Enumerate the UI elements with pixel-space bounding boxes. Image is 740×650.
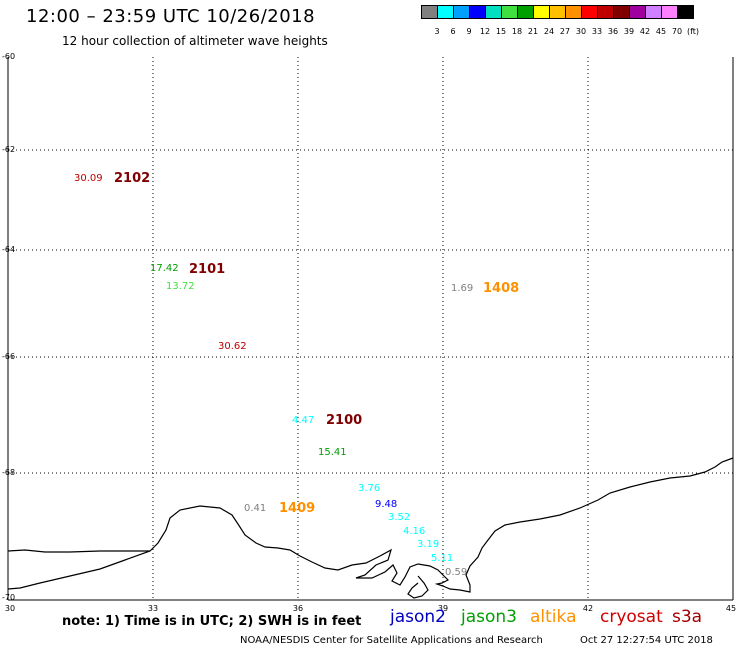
colorbar-label: 9	[466, 27, 472, 36]
colorbar-label: 3	[434, 27, 440, 36]
wave-height-observation: 4.16	[403, 526, 426, 537]
wave-height-observation: 30.62	[218, 341, 247, 352]
satellite-legend-jason3: jason3	[461, 607, 517, 627]
colorbar-label: 15	[495, 27, 507, 36]
map-subtitle: 12 hour collection of altimeter wave hei…	[62, 34, 328, 48]
wave-height-observation: 3.76	[358, 483, 381, 494]
wave-height-observation: 3.52	[388, 512, 411, 523]
antarctic-coastline	[7, 457, 734, 593]
footer-note: note: 1) Time is in UTC; 2) SWH is in fe…	[62, 614, 362, 629]
wave-height-observation: 13.72	[166, 281, 195, 292]
wave-height-observation: 5.11	[431, 553, 454, 564]
satellite-legend-cryosat: cryosat	[600, 607, 663, 627]
colorbar-label: (ft)	[686, 27, 700, 36]
wave-height-observation: 4.47	[292, 415, 315, 426]
lon-label: 45	[725, 604, 737, 613]
colorbar-label: 12	[479, 27, 491, 36]
map-frame	[7, 57, 734, 601]
lon-label: 33	[147, 604, 159, 613]
lon-label: 42	[582, 604, 594, 613]
colorbar-label: 6	[450, 27, 456, 36]
coastline-inlet	[407, 575, 429, 599]
colorbar-label: 36	[607, 27, 619, 36]
pass-time-label: 2100	[326, 413, 363, 428]
wave-height-observation: 0.41	[244, 503, 267, 514]
lon-label: 39	[437, 604, 449, 613]
graticule	[8, 57, 733, 600]
colorbar-label: 33	[591, 27, 603, 36]
colorbar-cell	[677, 5, 694, 19]
satellite-legend-altika: altika	[530, 607, 577, 627]
colorbar-label: 39	[623, 27, 635, 36]
pass-time-label: 1408	[483, 281, 520, 296]
lon-label: 36	[292, 604, 304, 613]
coastline-ice-edge	[7, 549, 150, 553]
lon-label: 30	[4, 604, 16, 613]
pass-time-label: 1409	[279, 501, 316, 516]
lat-label: -62	[2, 145, 16, 154]
footer-timestamp: Oct 27 12:27:54 UTC 2018	[580, 635, 713, 646]
colorbar-label: 42	[639, 27, 651, 36]
colorbar-label: 45	[655, 27, 667, 36]
lat-label: -68	[2, 468, 16, 477]
lat-label: -64	[2, 245, 16, 254]
colorbar-label: 70	[671, 27, 683, 36]
wave-height-observation: 15.41	[318, 447, 347, 458]
wave-height-observation: 1.69	[451, 283, 474, 294]
colorbar-label: 27	[559, 27, 571, 36]
wave-height-observation: 9.48	[375, 499, 398, 510]
wave-height-observation: 17.42	[150, 263, 179, 274]
wave-height-observation: 30.09	[74, 173, 103, 184]
wave-height-colorbar: 3 6 9 12 15 18 21 24 27 30 33 36 39 42 45 70 (ft)	[421, 5, 699, 36]
lat-label: -60	[2, 52, 16, 61]
wave-height-observation: 3.19	[417, 539, 440, 550]
footer-credit: NOAA/NESDIS Center for Satellite Applica…	[240, 635, 543, 646]
lat-label: -70	[2, 593, 16, 602]
satellite-legend-s3a: s3a	[672, 607, 703, 627]
colorbar-label: 24	[543, 27, 555, 36]
lat-label: -66	[2, 352, 16, 361]
satellite-legend-jason2: jason2	[390, 607, 446, 627]
pass-time-label: 2101	[189, 262, 226, 277]
colorbar-label: 21	[527, 27, 539, 36]
map-title: 12:00 – 23:59 UTC 10/26/2018	[26, 6, 316, 27]
pass-time-label: 2102	[114, 171, 151, 186]
colorbar-label: 18	[511, 27, 523, 36]
colorbar-label: 30	[575, 27, 587, 36]
wave-height-observation: 0.59	[445, 567, 468, 578]
